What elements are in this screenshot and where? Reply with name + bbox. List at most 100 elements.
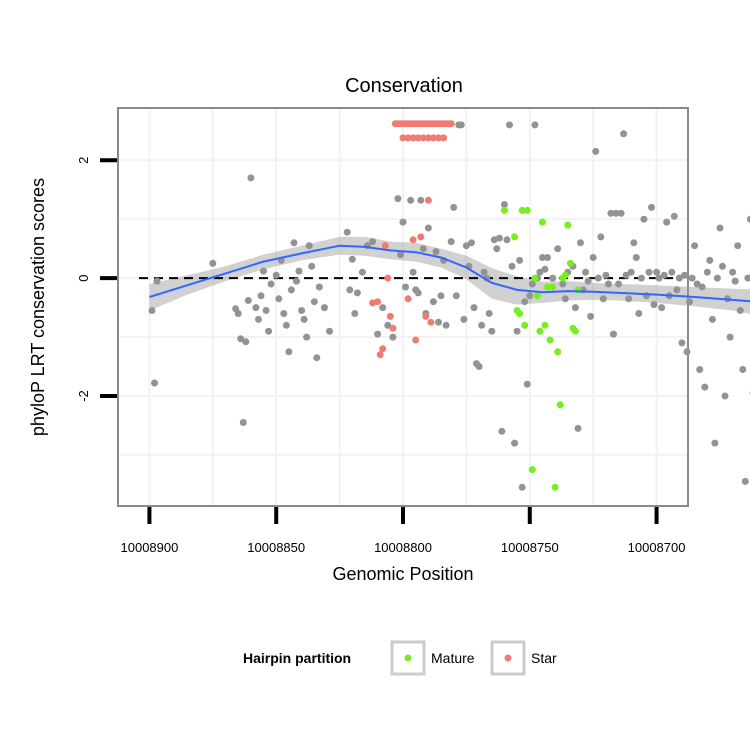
point-other — [663, 218, 671, 226]
point-other — [255, 315, 262, 323]
point-other — [402, 283, 409, 291]
point-other — [358, 268, 366, 276]
chart-title: Conservation — [345, 75, 463, 97]
point-other — [320, 304, 328, 312]
point-mature — [541, 321, 549, 329]
point-other — [239, 419, 247, 426]
point-other — [498, 427, 506, 435]
data-points — [148, 120, 750, 491]
point-mature — [544, 283, 551, 291]
point-other — [478, 321, 486, 329]
point-other — [485, 310, 493, 317]
point-other — [655, 274, 663, 282]
point-star — [379, 345, 387, 353]
x-tick-label: 10008900 — [121, 540, 179, 555]
grid-lines — [119, 109, 687, 505]
point-mature — [566, 259, 574, 267]
point-other — [612, 209, 620, 217]
y-tick-label: 0 — [76, 274, 91, 281]
point-other — [265, 327, 273, 335]
point-other — [257, 292, 265, 300]
point-mature — [539, 218, 546, 226]
point-star — [429, 134, 437, 142]
point-other — [678, 339, 686, 347]
point-star — [447, 120, 455, 128]
point-other — [734, 242, 742, 250]
point-other — [308, 262, 316, 270]
point-mature — [523, 206, 531, 214]
point-other — [635, 310, 643, 317]
point-star — [424, 196, 432, 204]
point-other — [369, 238, 377, 246]
point-other — [721, 392, 729, 400]
point-other — [615, 280, 622, 288]
point-mature — [533, 292, 541, 300]
y-axis-label: phyloP LRT conservation scores — [28, 178, 48, 436]
legend-swatch-mature — [404, 654, 412, 662]
point-mature — [531, 274, 539, 282]
point-other — [577, 239, 584, 247]
point-star — [422, 312, 430, 320]
point-other — [574, 424, 582, 432]
point-star — [419, 134, 427, 142]
point-other — [587, 312, 595, 320]
point-other — [693, 280, 701, 288]
point-other — [670, 212, 678, 220]
point-other — [303, 333, 311, 341]
point-other — [282, 321, 290, 329]
point-star — [404, 134, 412, 142]
point-other — [397, 251, 404, 259]
point-other — [731, 277, 739, 285]
point-other — [351, 310, 359, 317]
point-other — [343, 228, 351, 236]
point-other — [493, 245, 501, 253]
axes: 10008900 10008850 10008800 10008750 10008700… — [76, 157, 685, 555]
point-other — [658, 304, 666, 312]
point-other — [432, 248, 440, 256]
point-other — [500, 201, 508, 208]
point-other — [399, 218, 407, 226]
point-other — [313, 354, 321, 362]
point-other — [744, 274, 750, 282]
point-star — [427, 318, 435, 326]
point-mature — [511, 233, 519, 241]
point-other — [379, 304, 387, 312]
point-star — [381, 242, 389, 250]
point-other — [424, 224, 432, 232]
point-other — [346, 286, 354, 294]
point-other — [475, 363, 483, 370]
confidence-ribbon — [149, 236, 750, 314]
legend-title: Hairpin partition — [243, 650, 351, 666]
point-other — [653, 268, 661, 276]
point-other — [746, 215, 750, 223]
point-other — [640, 215, 648, 223]
point-other — [470, 304, 478, 312]
point-other — [708, 315, 716, 323]
point-other — [701, 383, 709, 391]
point-star — [414, 134, 422, 142]
point-other — [252, 304, 260, 312]
y-tick-label: -2 — [76, 390, 91, 402]
point-other — [571, 304, 579, 312]
point-other — [660, 271, 668, 279]
point-other — [632, 254, 640, 261]
point-other — [310, 298, 318, 306]
y-tick-label: 2 — [76, 157, 91, 164]
point-mature — [571, 327, 579, 335]
point-mature — [518, 206, 526, 214]
point-other — [688, 274, 696, 282]
point-other — [528, 280, 536, 288]
point-other — [726, 333, 734, 341]
point-other — [696, 366, 704, 373]
point-other — [394, 195, 402, 203]
point-other — [622, 271, 630, 279]
point-other — [592, 147, 600, 155]
point-other — [389, 333, 397, 341]
point-other — [462, 242, 470, 250]
point-other — [457, 121, 465, 129]
x-tick-label: 10008800 — [374, 540, 432, 555]
point-mature — [528, 466, 536, 474]
point-other — [305, 242, 313, 250]
point-other — [610, 330, 617, 338]
